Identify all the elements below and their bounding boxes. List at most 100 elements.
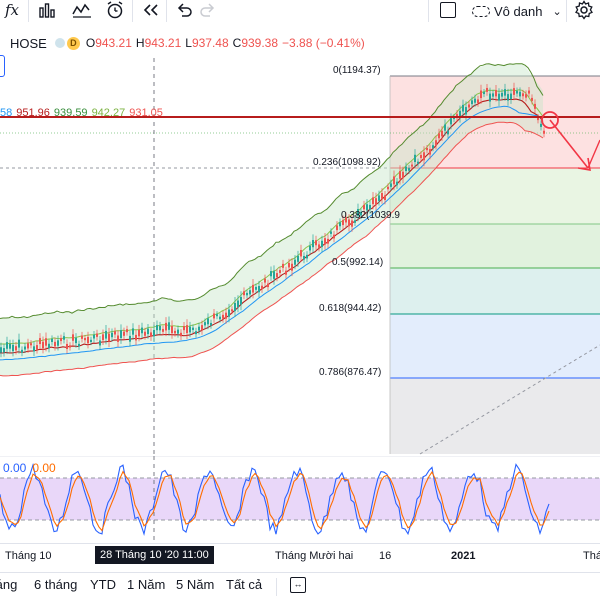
candle-body [99,340,101,346]
candle-body [396,181,398,186]
symbol-toggle-handle[interactable] [0,55,5,77]
leading-span-line [0,63,544,319]
range-6m-button[interactable]: 6 tháng [34,577,78,592]
candle-body [441,130,443,137]
candle-body [447,130,449,135]
close-key: C [232,36,242,50]
candle-body [48,343,50,349]
candle-body [375,198,377,205]
range-5y-button[interactable]: 5 Năm [176,577,215,592]
range-all-button[interactable]: Tất cả [226,577,263,592]
base-line [0,98,544,354]
candle-body [393,176,395,185]
candle-body [174,330,176,334]
candle-body [528,90,530,94]
range-1y-button[interactable]: 1 Năm [127,577,166,592]
indicator-bands [0,63,543,376]
candle-body [387,186,389,190]
drawing-arrow-line-2 [587,139,600,169]
fullscreen-square-icon[interactable] [440,2,456,18]
gear-icon[interactable] [574,0,594,25]
candle-body [63,336,65,340]
range-ytd-button[interactable]: YTD [90,577,116,592]
indicators-fx-icon[interactable]: fx [4,1,19,19]
candle-body [246,292,248,296]
candle-body [177,329,179,334]
candle-body [165,322,167,331]
candle-body [189,326,191,333]
candle-body [309,245,311,251]
candle-body [9,344,11,349]
candle-body [285,270,287,275]
go-to-date-icon[interactable]: ↔ [290,577,306,593]
candle-body [33,346,35,352]
replay-rewind-icon[interactable] [141,0,161,20]
candle-body [399,171,401,179]
candle-body [336,225,338,231]
candle-body [24,346,26,350]
drawing-circle-marker[interactable] [541,111,559,129]
time-label-16: 16 [379,550,392,562]
templates-icon[interactable] [37,0,57,20]
ma-line-blue [0,105,544,361]
time-axis[interactable]: Tháng 10 Tháng Mười hai 16 2021 Tháng 28… [0,543,600,567]
candle-body [300,250,302,257]
candle-body [384,195,386,201]
price-chart[interactable] [0,58,600,456]
candle-body [114,331,116,335]
candle-body [402,171,404,179]
candle-body [42,341,44,349]
candle-body [282,263,284,268]
candle-body [408,168,410,171]
candle-body [480,90,482,99]
candle-body [93,334,95,339]
candle-body [72,334,74,341]
candle-body [435,140,437,146]
candle-body [180,332,182,337]
candle-body [78,343,80,347]
compare-chart-icon[interactable] [72,0,92,20]
candle-body [426,148,428,151]
candle-body [258,285,260,293]
fib-label-0786: 0.786(876.47) [319,367,382,378]
candle-body [510,93,512,100]
drawing-arrow-line[interactable] [549,119,589,169]
candle-body [501,92,503,97]
candle-body [84,338,86,341]
stochastic-pane[interactable] [0,456,600,542]
candle-body [270,271,272,277]
change-value: −3.88 (−0.41%) [282,36,365,50]
candle-body [318,244,320,248]
candle-body [234,303,236,311]
candle-body [534,103,536,109]
candle-body [207,318,209,325]
candle-body [237,300,239,308]
candle-body [405,166,407,172]
candle-body [81,335,83,339]
alert-clock-icon[interactable] [105,0,125,20]
candle-body [351,220,353,227]
candle-body [219,316,221,320]
candle-body [159,326,161,331]
toolbar-divider [566,0,567,22]
candle-body [348,219,350,227]
candle-body [279,270,281,273]
candle-body [138,330,140,337]
candle-body [6,342,8,349]
layout-name-button[interactable]: Vô danh ⌄ [472,2,562,20]
candle-body [378,195,380,201]
candle-body [21,349,23,353]
symbol-legend: HOSE D O 943.21 H 943.21 L 937.48 C 939.38 −… [0,33,369,53]
exchange-label: HOSE [10,35,47,51]
candle-body [108,333,110,342]
range-1m-button[interactable]: 1 tháng [0,577,18,592]
market-status-dot-icon [54,38,65,48]
candle-body [429,149,431,155]
redo-icon[interactable] [198,0,218,20]
candle-body [522,93,524,97]
fib-zone-0618-0786 [390,314,600,378]
undo-icon[interactable] [174,0,194,20]
candle-body [186,325,188,334]
candle-body [0,347,2,353]
candle-body [18,339,20,348]
